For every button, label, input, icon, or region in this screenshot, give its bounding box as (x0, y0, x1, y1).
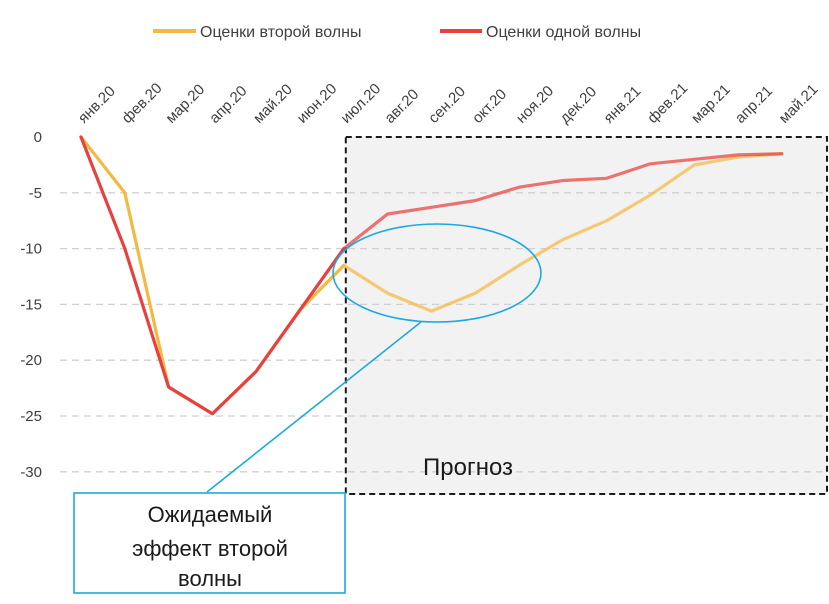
x-tick-label: мар.20 (162, 81, 208, 127)
y-tick-label: -25 (20, 408, 42, 425)
series-lines (79, 135, 784, 416)
series-line-history (79, 135, 346, 416)
y-tick-label: -20 (20, 352, 42, 369)
callout-box (73, 492, 346, 594)
series-line-forecast (342, 152, 784, 251)
x-tick-label: ноя.20 (513, 83, 557, 127)
callout-connector (206, 321, 422, 493)
y-tick-label: 0 (34, 129, 42, 146)
x-tick-label: май.21 (776, 81, 822, 127)
x-tick-label: авг.20 (381, 86, 422, 127)
y-tick-label: -30 (20, 464, 42, 481)
callout-text-line: эффект второй (132, 536, 288, 561)
y-axis: 0 -5 -10 -15 -20 -25 -30 (20, 129, 42, 481)
legend: Оценки второй волны Оценки одной волны (153, 24, 641, 41)
callout-ellipse (332, 223, 542, 323)
series-line-history (79, 135, 346, 416)
x-tick-label: янв.20 (75, 83, 119, 127)
x-tick-label: сен.20 (425, 83, 469, 127)
x-tick-label: июн.20 (294, 80, 341, 127)
y-tick-label: -15 (20, 296, 42, 313)
forecast-label: Прогноз (423, 454, 513, 481)
series-line-forecast (342, 152, 784, 313)
callout-text-line: Ожидаемый (148, 502, 273, 527)
x-tick-label: июл.20 (338, 80, 385, 127)
legend-label: Оценки одной волны (486, 24, 641, 41)
legend-label: Оценки второй волны (200, 24, 361, 41)
x-tick-label: мар.21 (688, 81, 734, 127)
x-tick-label: апр.20 (206, 83, 250, 127)
x-tick-label: дек.20 (557, 83, 600, 126)
x-tick-label: фев.21 (644, 80, 691, 127)
x-tick-label: май.20 (250, 81, 296, 127)
x-tick-label: окт.20 (469, 86, 510, 127)
callout: Ожидаемый эффект второй волны (73, 223, 542, 594)
x-tick-label: янв.21 (600, 83, 644, 127)
grid-lines (60, 192, 827, 473)
y-tick-label: -10 (20, 241, 42, 258)
y-tick-label: -5 (29, 185, 42, 202)
forecast-region (344, 136, 828, 495)
callout-text-line: волны (178, 566, 242, 591)
x-tick-label: апр.21 (732, 83, 776, 127)
x-tick-label: фев.20 (119, 80, 166, 127)
